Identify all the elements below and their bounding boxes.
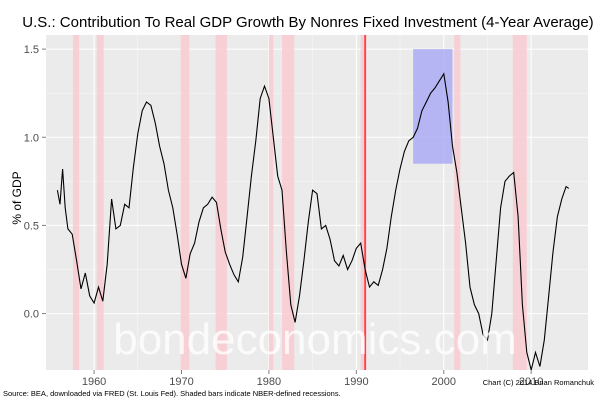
- watermark: bondeconomics.com: [113, 315, 517, 364]
- highlight-box: [413, 49, 453, 164]
- x-tick-label: 1980: [257, 376, 281, 388]
- y-tick-label: 0.0: [24, 309, 39, 321]
- x-tick-label: 2000: [432, 376, 456, 388]
- y-axis-label: % of GDP: [10, 171, 24, 224]
- recession-bar: [180, 35, 190, 370]
- source-note: Source: BEA, downloaded via FRED (St. Lo…: [3, 389, 341, 398]
- chart-title: U.S.: Contribution To Real GDP Growth By…: [22, 14, 593, 31]
- series-line: [56, 72, 570, 371]
- recession-bar: [215, 35, 227, 370]
- x-tick-label: 2010: [519, 376, 543, 388]
- recession-bar: [512, 35, 527, 370]
- recession-bar: [454, 35, 461, 370]
- recession-bar: [268, 35, 274, 370]
- recession-bar: [73, 35, 80, 370]
- recession-bar: [96, 35, 104, 370]
- x-tick-label: 1990: [344, 376, 368, 388]
- x-tick-label: 1960: [82, 376, 106, 388]
- y-axis-ticks: 0.0 0.5 1.0 1.5: [24, 44, 46, 321]
- y-tick-label: 1.5: [24, 44, 39, 56]
- recession-bars: [73, 35, 527, 370]
- plot-panel: [46, 35, 588, 370]
- x-axis-ticks: 1960 1970 1980 1990 2000 2010: [82, 370, 543, 388]
- x-tick-label: 1970: [169, 376, 193, 388]
- recession-bar: [282, 35, 295, 370]
- credit-note: Chart (C) 2014 Brian Romanchuk: [483, 378, 595, 387]
- recession-bar: [360, 35, 367, 370]
- y-tick-label: 1.0: [24, 132, 39, 144]
- y-tick-label: 0.5: [24, 220, 39, 232]
